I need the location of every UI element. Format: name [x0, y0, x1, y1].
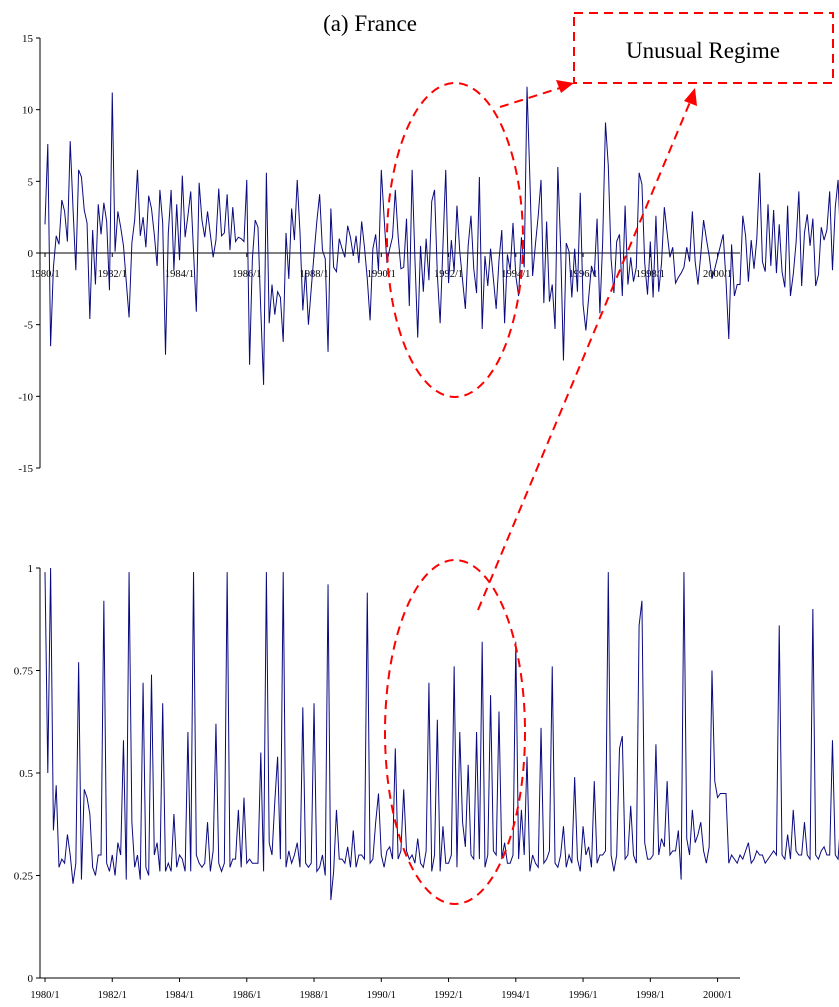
unusual-regime-annotation: Unusual Regime [384, 12, 834, 905]
x-tick-label: 1996/1 [568, 269, 597, 280]
x-tick-label: 1988/1 [299, 269, 328, 280]
y-tick-label: 0.5 [19, 768, 33, 780]
callout-label: Unusual Regime [626, 38, 780, 63]
y-ticks-bottom: 1 0.75 0.5 0.25 0 [14, 563, 40, 985]
x-tick-label: 1990/1 [367, 269, 396, 280]
callout-box [573, 12, 834, 84]
x-tick-label: 1986/1 [232, 990, 261, 1001]
x-tick-label: 1990/1 [367, 990, 396, 1001]
x-tick-label: 1984/1 [165, 990, 194, 1001]
y-ticks-top: 15 10 5 0 -5 -10 -15 [18, 33, 40, 475]
x-tick-label: 1996/1 [568, 990, 597, 1001]
x-tick-label: 1980/1 [30, 269, 59, 280]
x-tick-label: 2000/1 [703, 990, 732, 1001]
x-tick-label: 1994/1 [501, 990, 530, 1001]
y-tick-label: 1 [28, 563, 34, 575]
callout-arrow-top [499, 87, 561, 108]
x-ticks-bottom: 1980/1 1982/1 1984/1 1986/1 1988/1 1990/1 1992… [30, 978, 732, 1001]
y-tick-label: 5 [28, 176, 34, 188]
y-tick-label: -5 [24, 320, 34, 332]
y-tick-label: 0.75 [14, 666, 34, 678]
y-tick-label: 0.25 [14, 871, 34, 883]
chart-title: (a) France [323, 11, 417, 36]
x-tick-label: 1986/1 [232, 269, 261, 280]
arrowhead-top [556, 80, 574, 93]
x-tick-label: 1992/1 [434, 990, 463, 1001]
x-tick-label: 1982/1 [98, 269, 127, 280]
x-tick-label: 1988/1 [299, 990, 328, 1001]
x-tick-label: 1980/1 [30, 990, 59, 1001]
series-line-bottom [44, 567, 839, 901]
x-tick-label: 1982/1 [98, 990, 127, 1001]
callout-arrow-bottom [477, 101, 691, 611]
x-tick-label: 1998/1 [636, 269, 665, 280]
y-tick-label: 10 [22, 105, 34, 117]
france-return-panel: (a) France 15 10 5 0 -5 -10 -15 1980/1 1982/1 19… [18, 11, 839, 475]
y-tick-label: 0 [28, 248, 34, 260]
y-tick-label: 0 [28, 973, 34, 985]
y-tick-label: -15 [18, 463, 33, 475]
highlight-ellipse-top [386, 82, 524, 398]
x-tick-label: 2000/1 [703, 269, 732, 280]
y-tick-label: 15 [22, 33, 34, 45]
y-tick-label: -10 [18, 391, 33, 403]
x-tick-label: 1984/1 [165, 269, 194, 280]
x-tick-label: 1998/1 [636, 990, 665, 1001]
highlight-ellipse-bottom [384, 559, 526, 905]
regime-probability-panel: 10.750.50.250 1980/1 1982/1 1984/1 1986/1 19… [14, 563, 839, 1001]
series-line-top [44, 86, 839, 385]
arrowhead-bottom [684, 88, 697, 106]
